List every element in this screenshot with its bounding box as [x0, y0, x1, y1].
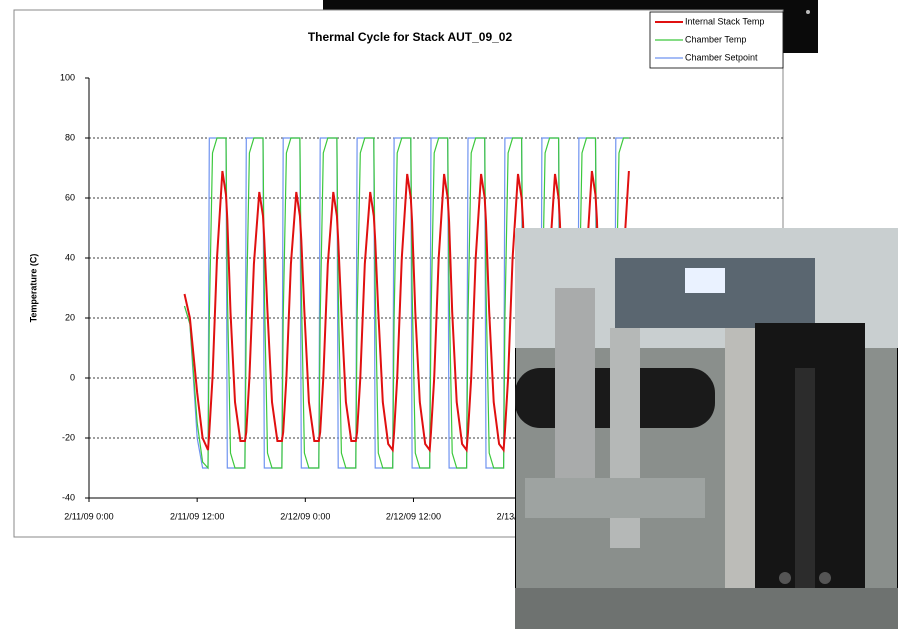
photo-detail	[806, 10, 810, 14]
y-tick-label: 80	[65, 132, 75, 142]
legend-label: Internal Stack Temp	[685, 16, 764, 26]
x-tick-label: 2/12/09 0:00	[280, 511, 330, 521]
x-tick-label: 2/11/09 0:00	[64, 511, 113, 521]
y-axis-label: Temperature (C)	[28, 254, 38, 323]
x-tick-label: 2/11/09 12:00	[170, 511, 224, 521]
y-tick-label: 60	[65, 192, 75, 202]
y-tick-label: -40	[62, 492, 75, 502]
photo-label	[685, 268, 725, 293]
y-tick-label: 100	[60, 72, 75, 82]
photo-fitting	[555, 288, 595, 488]
legend-label: Chamber Temp	[685, 34, 746, 44]
photo-pipe	[525, 478, 705, 518]
y-tick-label: -20	[62, 432, 75, 442]
chart-title: Thermal Cycle for Stack AUT_09_02	[308, 30, 513, 44]
photo-stack-groove	[795, 368, 815, 608]
x-tick-label: 2/12/09 12:00	[386, 511, 441, 521]
legend-label: Chamber Setpoint	[685, 52, 758, 62]
photo-bolt	[819, 572, 831, 584]
photo-bench	[515, 588, 898, 629]
y-tick-label: 40	[65, 252, 75, 262]
equipment-photo	[515, 228, 898, 629]
y-tick-label: 0	[70, 372, 75, 382]
photo-bolt	[779, 572, 791, 584]
page: {"chart_data":{"type":"line","title":"Th…	[0, 0, 898, 629]
y-tick-label: 20	[65, 312, 75, 322]
